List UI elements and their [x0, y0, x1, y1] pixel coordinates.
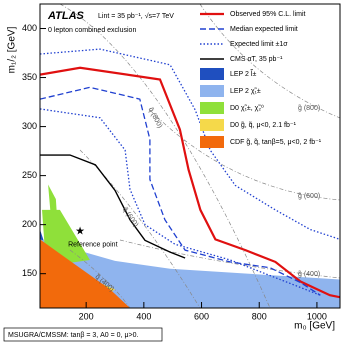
y-tick-label: 400	[22, 23, 37, 33]
legend-swatch	[200, 85, 224, 97]
axes: 200 400 600 800 1000 150 200 250 300 350 400	[22, 23, 327, 321]
iso-line	[59, 4, 271, 308]
analysis-label: 0 lepton combined exclusion	[48, 27, 136, 34]
exclusion-area	[40, 239, 130, 308]
legend-label: LEP 2 χ̃₁±	[230, 88, 261, 95]
y-tick-label: 250	[22, 170, 37, 180]
plot-frame	[39, 3, 341, 309]
legend-label: Expected limit ±1σ	[230, 41, 288, 48]
limit-line	[40, 48, 340, 240]
legend-label: CMS αT, 35 pb⁻¹	[230, 56, 283, 63]
areas	[40, 184, 340, 308]
legend-swatch	[200, 102, 224, 114]
legend-label: CDF g̃, q̃, tanβ=5, μ<0, 2 fb⁻¹	[230, 139, 322, 146]
y-tick-label: 300	[22, 121, 37, 131]
iso-line	[149, 109, 340, 201]
legend-label: D0 χ̃₁±, χ̃₂⁰	[230, 104, 264, 112]
lines	[40, 48, 340, 299]
limit-line	[40, 108, 321, 296]
reference-point: ★	[75, 225, 85, 237]
legend-swatch	[200, 136, 224, 148]
y-tick-label: 350	[22, 72, 37, 82]
iso-label: g̃ (800)	[298, 105, 321, 112]
legend-swatch	[200, 68, 224, 80]
experiment-label: ATLAS	[47, 10, 85, 22]
limit-line	[40, 66, 340, 299]
y-tick-label: 200	[22, 219, 37, 229]
legend-label: LEP 2 l̃±	[230, 70, 256, 78]
limit-line	[40, 86, 321, 296]
exclusion-area	[42, 184, 90, 265]
legend-swatch	[200, 119, 224, 131]
model-label: MSUGRA/CMSSM: tanβ = 3, A0 = 0, μ>0.	[8, 332, 138, 339]
iso-label: g̃ (400)	[298, 271, 321, 278]
x-tick-label: 800	[252, 311, 267, 321]
x-tick-label: 200	[79, 311, 94, 321]
legend-label: D0 g̃, q̃, μ<0, 2.1 fb⁻¹	[230, 122, 297, 129]
limit-line	[40, 154, 186, 259]
x-axis-label: m₀ [GeV]	[294, 321, 335, 332]
legend: Observed 95% C.L. limit Median expected l…	[200, 11, 322, 148]
x-tick-label: 600	[194, 311, 209, 321]
legend-label: Median expected limit	[230, 26, 298, 33]
iso-line	[199, 4, 340, 119]
reference-label: Reference point	[68, 241, 117, 248]
legend-label: Observed 95% C.L. limit	[230, 11, 306, 18]
y-axis-label: m₁/₂ [GeV]	[7, 26, 18, 73]
x-tick-label: 400	[136, 311, 151, 321]
x-tick-label: 1000	[307, 311, 327, 321]
y-tick-label: 150	[22, 268, 37, 278]
luminosity-label: Lint = 35 pb⁻¹, √s=7 TeV	[98, 12, 174, 20]
model-box	[3, 327, 163, 342]
iso-label: g̃ (600)	[298, 193, 321, 200]
iso-line	[69, 249, 131, 308]
exclusion-area	[40, 239, 340, 308]
